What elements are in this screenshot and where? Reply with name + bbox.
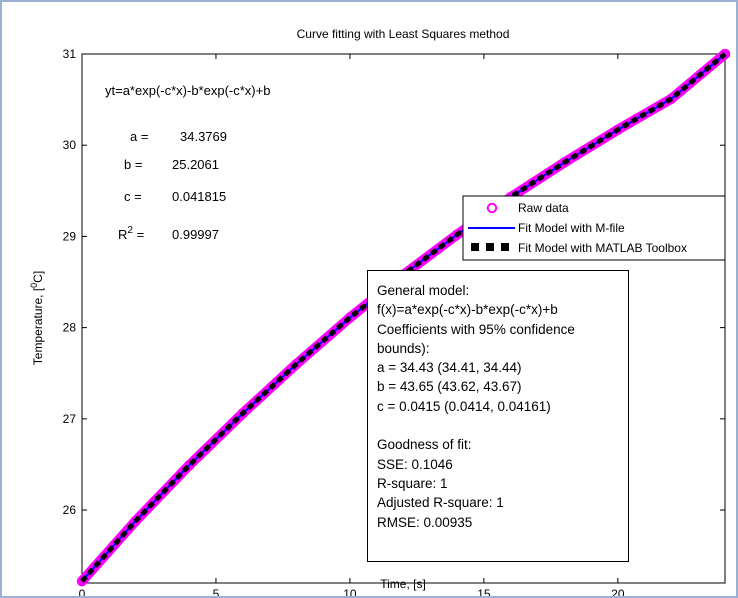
param-b-value: 25.2061: [172, 157, 219, 172]
info-line: b = 43.65 (43.62, 43.67): [377, 379, 522, 395]
param-a-label: a =: [130, 129, 148, 144]
y-tick-label: 30: [63, 138, 77, 152]
x-axis-label: Time, [s]: [380, 577, 426, 591]
info-line: Goodness of fit:: [377, 437, 472, 453]
y-tick-label: 26: [63, 503, 77, 517]
r-squared-base: R: [118, 227, 127, 242]
raw-data-point: [344, 312, 356, 323]
y-tick-label: 28: [63, 321, 77, 335]
info-line: Adjusted R-square: 1: [377, 495, 504, 511]
y-tick-label: 31: [63, 47, 77, 61]
y-axis-label-sup: 0: [29, 283, 39, 288]
r-squared-value: 0.99997: [172, 227, 219, 242]
legend-marker-raw-data: [486, 202, 498, 214]
info-line: bounds):: [377, 340, 430, 356]
param-c-label: c =: [124, 189, 142, 204]
info-line: R-square: 1: [377, 475, 448, 491]
equation-text: yt=a*exp(-c*x)-b*exp(-c*x)+b: [105, 83, 270, 98]
info-line: a = 34.43 (34.41, 34.44): [377, 360, 522, 376]
legend-marker-toolbox: [471, 243, 509, 251]
info-line: Coefficients with 95% confidence: [377, 321, 575, 337]
r-squared-eq: =: [133, 227, 144, 242]
raw-data-point: [719, 48, 731, 60]
info-line: f(x)=a*exp(-c*x)-b*exp(-c*x)+b: [377, 302, 558, 318]
info-line: [377, 416, 628, 435]
legend-label-m-file: Fit Model with M-file: [518, 221, 625, 235]
fit-annotations: yt=a*exp(-c*x)-b*exp(-c*x)+b a = 34.3769…: [105, 83, 270, 242]
info-line: SSE: 0.1046: [377, 456, 453, 472]
raw-data-point: [612, 124, 624, 135]
chart-title: Curve fitting with Least Squares method: [297, 27, 510, 41]
general-model-info-box: General model: f(x)=a*exp(-c*x)-b*exp(-c*…: [367, 270, 629, 562]
r-squared-sup: 2: [127, 225, 133, 236]
raw-data-point: [76, 575, 88, 587]
legend-square: [486, 243, 494, 251]
raw-data-point: [183, 460, 195, 471]
raw-data-point: [237, 408, 248, 419]
y-tick-label: 29: [63, 229, 77, 243]
x-tick-label: 20: [611, 587, 625, 596]
y-axis-label: Temperature, [0C]: [29, 271, 45, 365]
x-tick-label: 15: [477, 587, 491, 596]
legend-label-raw-data: Raw data: [518, 201, 569, 215]
param-a-value: 34.3769: [180, 129, 227, 144]
y-axis-label-pre: Temperature, [: [31, 287, 45, 365]
legend-square: [471, 243, 479, 251]
raw-data-point: [451, 229, 463, 240]
param-b-label: b =: [124, 157, 142, 172]
x-tick-label: 0: [79, 587, 86, 596]
x-tick-label: 5: [213, 587, 220, 596]
info-line: RMSE: 0.00935: [377, 514, 473, 530]
legend-square: [501, 243, 509, 251]
x-tick-label: 10: [343, 587, 357, 596]
y-axis-label-post: C]: [31, 271, 45, 283]
y-tick-label: 27: [63, 412, 77, 426]
axis-ticks: 0 5 10 15 20 26 27 28 29 30 31: [63, 47, 725, 596]
r-squared-label: R2 =: [118, 225, 144, 242]
legend-label-toolbox: Fit Model with MATLAB Toolbox: [518, 241, 687, 255]
info-line: c = 0.0415 (0.0414, 0.04161): [377, 398, 551, 414]
info-line: General model:: [377, 283, 470, 298]
raw-data-point: [130, 515, 141, 527]
raw-data-point: [291, 358, 302, 370]
legend: Raw data Fit Model with M-file Fit Model…: [462, 195, 726, 261]
param-c-value: 0.041815: [172, 189, 226, 204]
